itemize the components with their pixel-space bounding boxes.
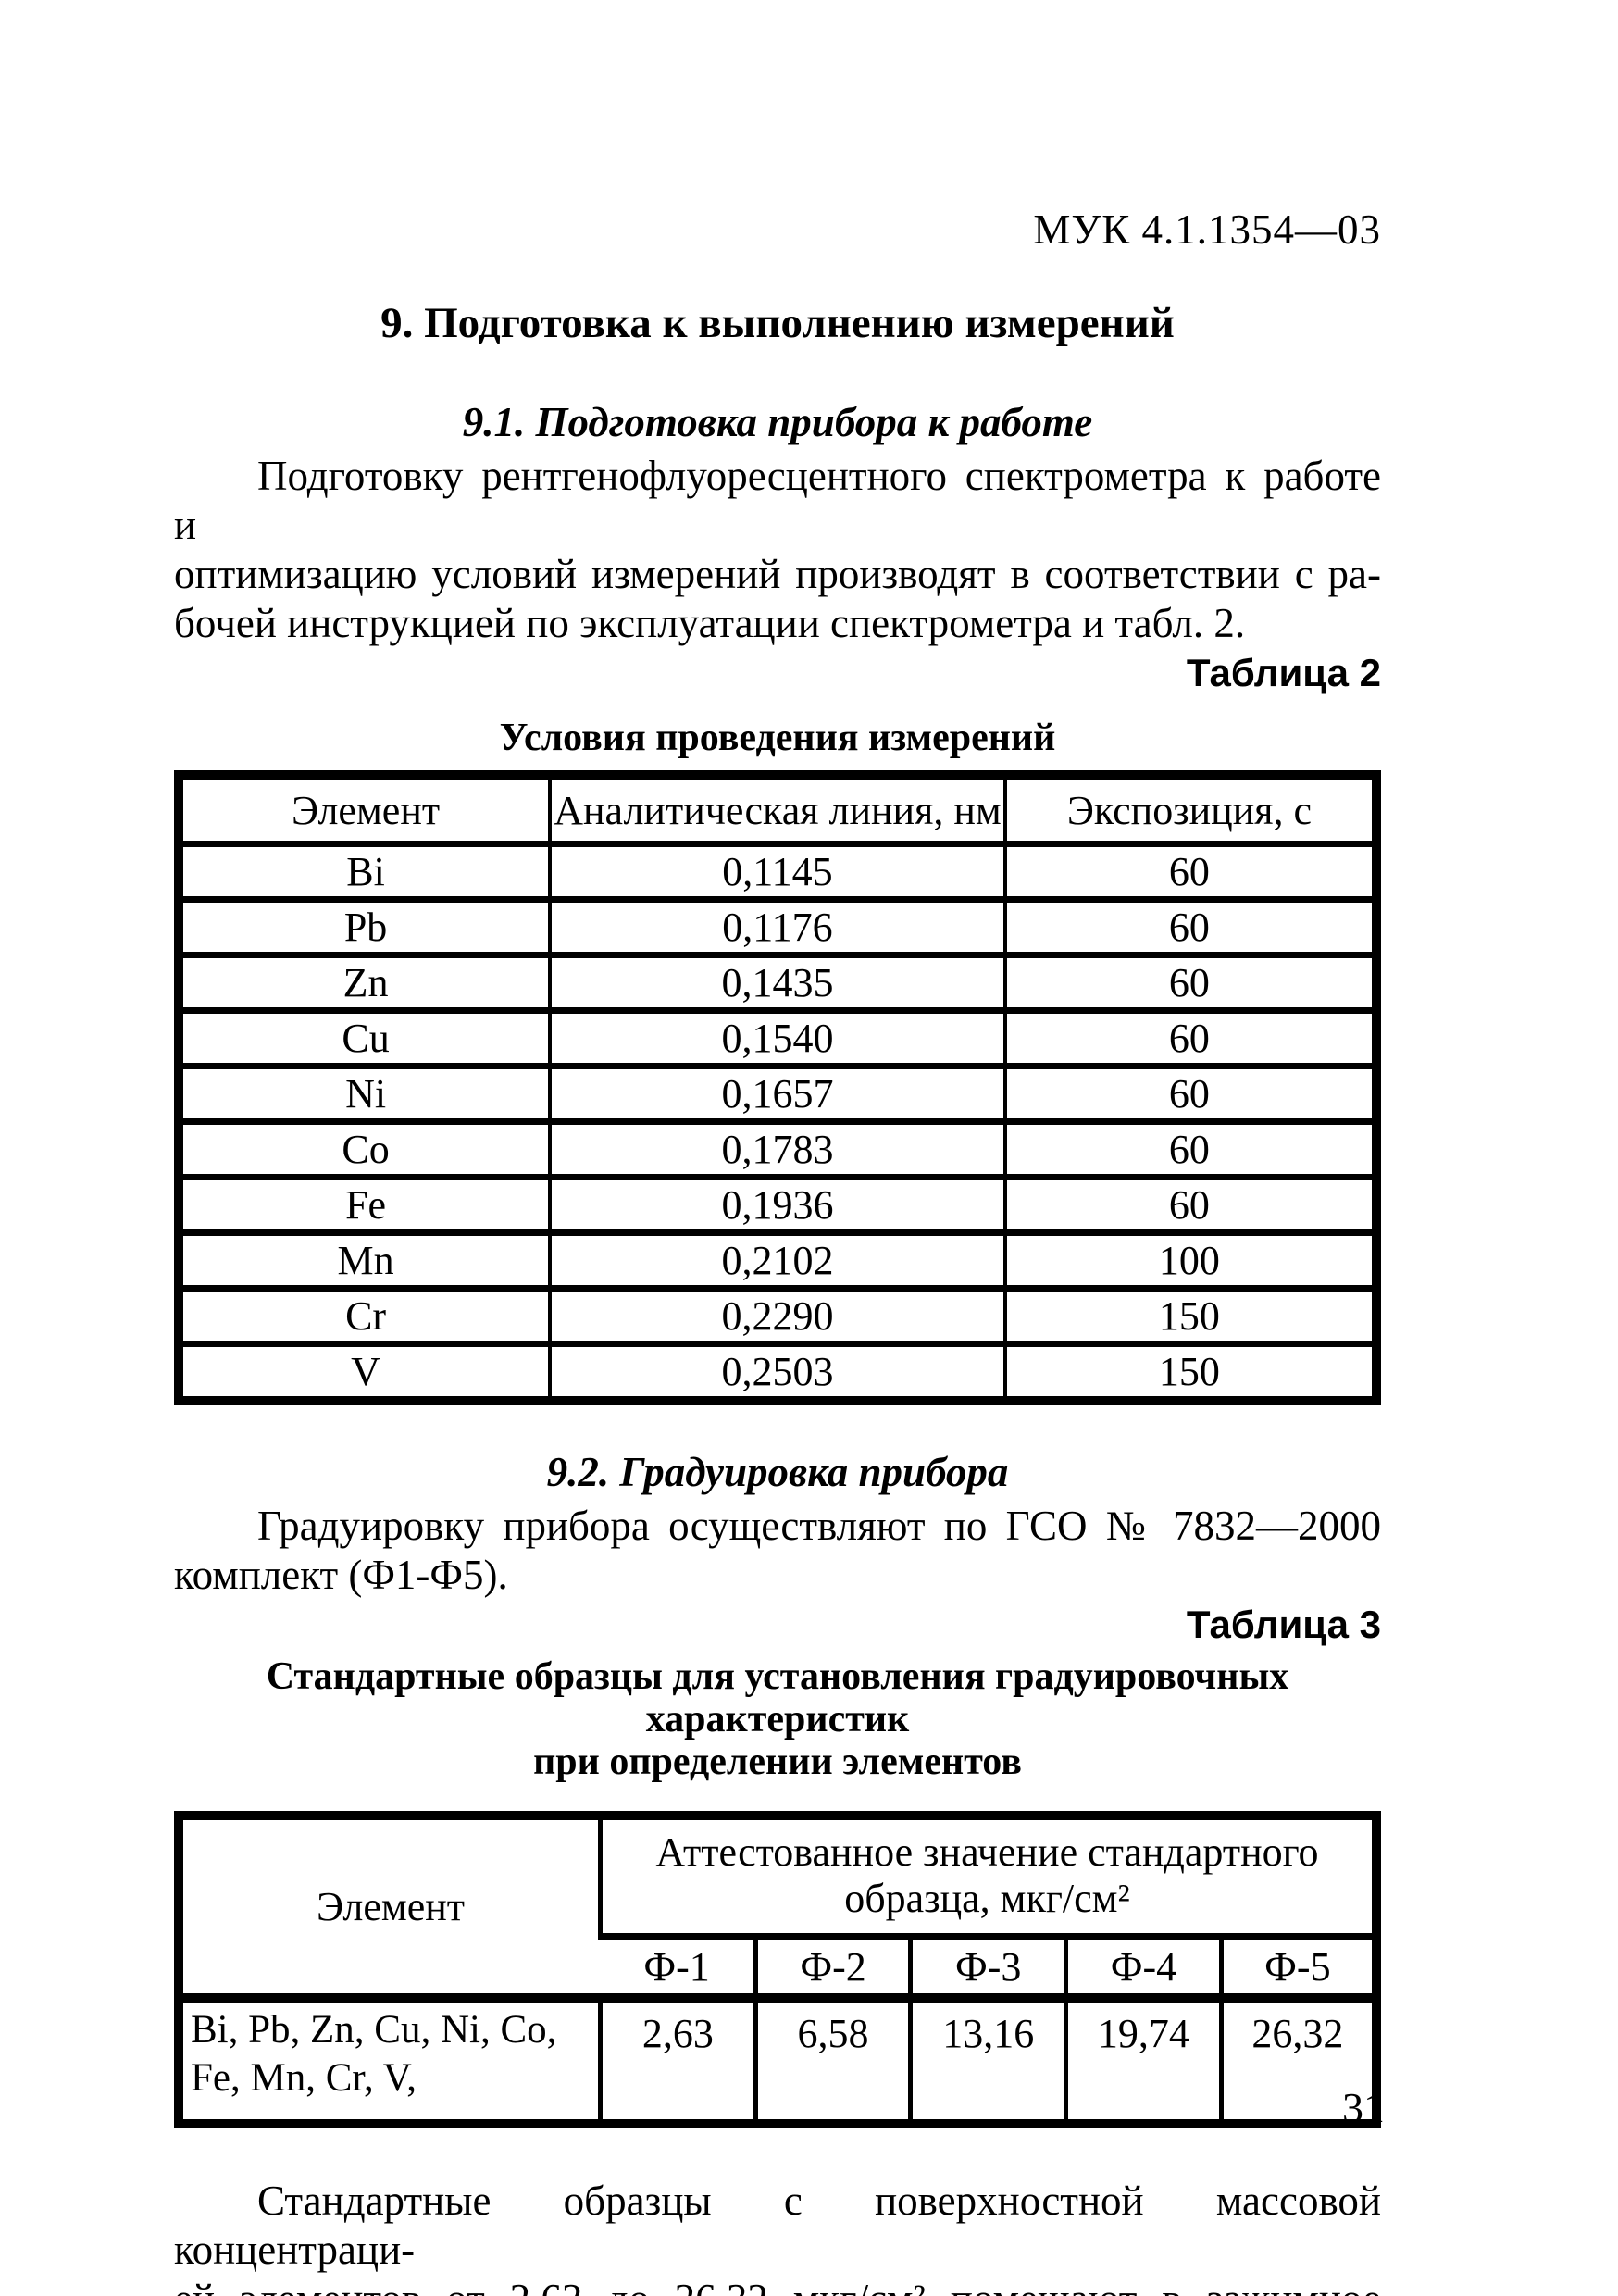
column-header-exposure: Экспозиция, с (1002, 775, 1376, 844)
element-cell: Ni (179, 1063, 551, 1122)
element-cell: Mn (179, 1229, 551, 1289)
value-cell-f4: 19,74 (1064, 1993, 1222, 2124)
group-header-line: образца, мкг/см² (844, 1876, 1130, 1921)
exposure-cell: 60 (1002, 1007, 1376, 1067)
table-row: Cr 0,2290 150 (179, 1285, 1376, 1344)
table-3-group-header-row: Элемент Аттестованное значение стандартн… (179, 1816, 1376, 1940)
element-cell: Bi (179, 841, 551, 900)
line-cell: 0,2503 (548, 1341, 1005, 1401)
element-cell: Co (179, 1118, 551, 1178)
table-3-caption: Стандартные образцы для установления гра… (174, 1655, 1381, 1783)
column-header-element: Элемент (316, 1884, 466, 1929)
line-cell: 0,1435 (548, 952, 1005, 1011)
value-cell-f1: 2,63 (598, 1993, 756, 2124)
element-cell: Cu (179, 1007, 551, 1067)
table-3-label: Таблица 3 (1186, 1603, 1381, 1646)
exposure-cell: 60 (1002, 1174, 1376, 1233)
table-2-caption: Условия проведения измерений (499, 717, 1056, 759)
table-3: Элемент Аттестованное значение стандартн… (174, 1811, 1381, 2128)
paragraph-line: Стандартные образцы с поверхностной масс… (174, 2177, 1381, 2273)
table-row: Mn 0,2102 100 (179, 1229, 1376, 1289)
paragraph-3: Стандартные образцы с поверхностной масс… (174, 2177, 1381, 2296)
table-row: Ni 0,1657 60 (179, 1063, 1376, 1122)
table-row: Co 0,1783 60 (179, 1118, 1376, 1178)
value-cell-f5: 26,32 (1218, 1993, 1376, 2124)
paragraph-1: Подготовку рентгенофлуоресцентного спект… (174, 452, 1381, 648)
element-cell: Zn (179, 952, 551, 1011)
table-row: Pb 0,1176 60 (179, 896, 1376, 955)
line-cell: 0,1783 (548, 1118, 1005, 1178)
table-row: Fe 0,1936 60 (179, 1174, 1376, 1233)
group-header-line: Аттестованное значение стандартного (655, 1829, 1319, 1875)
element-cell: Cr (179, 1285, 551, 1344)
value-cell-f3: 13,16 (908, 1993, 1066, 2124)
table-3-caption-line: при определении элементов (533, 1741, 1022, 1783)
column-header-f5: Ф-5 (1218, 1936, 1376, 1998)
line-cell: 0,1657 (548, 1063, 1005, 1122)
table-row: Cu 0,1540 60 (179, 1007, 1376, 1067)
page-number: 31 (1342, 2084, 1385, 2131)
line-cell: 0,2102 (548, 1229, 1005, 1289)
paragraph-line: бочей инструкцией по эксплуатации спектр… (174, 600, 1246, 646)
exposure-cell: 150 (1002, 1341, 1376, 1401)
line-cell: 0,2290 (548, 1285, 1005, 1344)
exposure-cell: 60 (1002, 896, 1376, 955)
column-header-element: Элемент (292, 787, 441, 833)
doc-header: МУК 4.1.1354—03 (1033, 206, 1381, 253)
paragraph-line: оптимизацию условий измерений производят… (174, 551, 1381, 597)
element-cell: Fe (179, 1174, 551, 1233)
element-cell: V (179, 1341, 551, 1401)
table-3-caption-line: Стандартные образцы для установления гра… (266, 1655, 1289, 1741)
table-row: Zn 0,1435 60 (179, 952, 1376, 1011)
table-3-subheader-row: Ф-1 Ф-2 Ф-3 Ф-4 Ф-5 (179, 1936, 1376, 1998)
paragraph-line: Градуировку прибора осуществляют по ГСО … (257, 1503, 1381, 1549)
line-cell: 0,1145 (548, 841, 1005, 900)
exposure-cell: 60 (1002, 1118, 1376, 1178)
exposure-cell: 150 (1002, 1285, 1376, 1344)
column-header-certified-value: Аттестованное значение стандартного обра… (598, 1816, 1376, 1940)
paragraph-line: ей элементов от 2,63 до 26,32 мкг/см² по… (174, 2275, 1381, 2296)
subsection-title-9-1: 9.1. Подготовка прибора к работе (462, 399, 1093, 445)
paragraph-line: комплект (Ф1-Ф5). (174, 1552, 508, 1598)
column-header-line: Аналитическая линия, нм (548, 775, 1005, 844)
subsection-title-9-2: 9.2. Градуировка прибора (546, 1449, 1009, 1495)
table-row: V 0,2503 150 (179, 1341, 1376, 1401)
value-cell-f2: 6,58 (753, 1993, 911, 2124)
exposure-cell: 60 (1002, 1063, 1376, 1122)
line-cell: 0,1540 (548, 1007, 1005, 1067)
table-2: Элемент Аналитическая линия, нм Экспозиц… (174, 770, 1381, 1405)
paragraph-2: Градуировку прибора осуществляют по ГСО … (174, 1502, 1381, 1600)
table-2-header-row: Элемент Аналитическая линия, нм Экспозиц… (179, 775, 1376, 844)
column-header-f1: Ф-1 (643, 1943, 710, 1990)
table-row: Bi 0,1145 60 (179, 841, 1376, 900)
column-header-f3: Ф-3 (908, 1936, 1066, 1998)
elements-list-cell: Bi, Pb, Zn, Cu, Ni, Co, Fe, Mn, Cr, V, (179, 1993, 601, 2124)
exposure-cell: 60 (1002, 841, 1376, 900)
table-2-label: Таблица 2 (1186, 651, 1381, 694)
paragraph-line: Подготовку рентгенофлуоресцентного спект… (174, 453, 1381, 548)
line-cell: 0,1936 (548, 1174, 1005, 1233)
section-title: 9. Подготовка к выполнению измерений (380, 299, 1175, 347)
column-header-f4: Ф-4 (1064, 1936, 1222, 1998)
exposure-cell: 100 (1002, 1229, 1376, 1289)
table-row: Bi, Pb, Zn, Cu, Ni, Co, Fe, Mn, Cr, V, 2… (179, 1993, 1376, 2124)
line-cell: 0,1176 (548, 896, 1005, 955)
element-cell: Pb (179, 896, 551, 955)
column-header-f2: Ф-2 (753, 1936, 911, 1998)
exposure-cell: 60 (1002, 952, 1376, 1011)
